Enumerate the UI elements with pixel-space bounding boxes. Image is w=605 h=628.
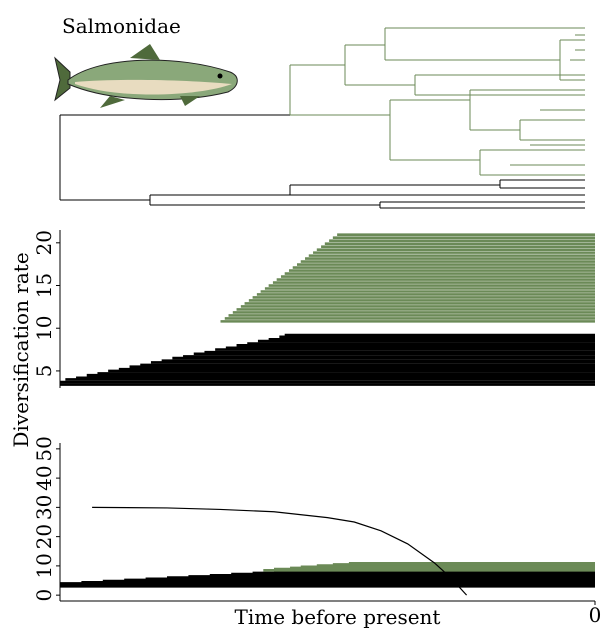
figure: Salmonidae 5101520Diversification rate01… [0,0,605,628]
x-tick-label: 0 [589,603,602,627]
y-axis-label: Diversification rate [9,252,33,447]
y-tick-label: 50 [32,436,56,461]
y-tick-label: 20 [32,524,56,549]
y-tick-label: 0 [32,589,56,602]
chart-title: Salmonidae [62,14,181,38]
y-tick-label: 15 [32,273,56,298]
y-tick-label: 10 [32,553,56,578]
y-tick-label: 10 [32,315,56,340]
y-tick-label: 30 [32,495,56,520]
x-axis-label: Time before present [235,605,441,628]
y-tick-label: 5 [32,365,56,378]
y-tick-label: 20 [32,230,56,255]
fish-icon [55,44,237,108]
y-tick-label: 40 [32,465,56,490]
